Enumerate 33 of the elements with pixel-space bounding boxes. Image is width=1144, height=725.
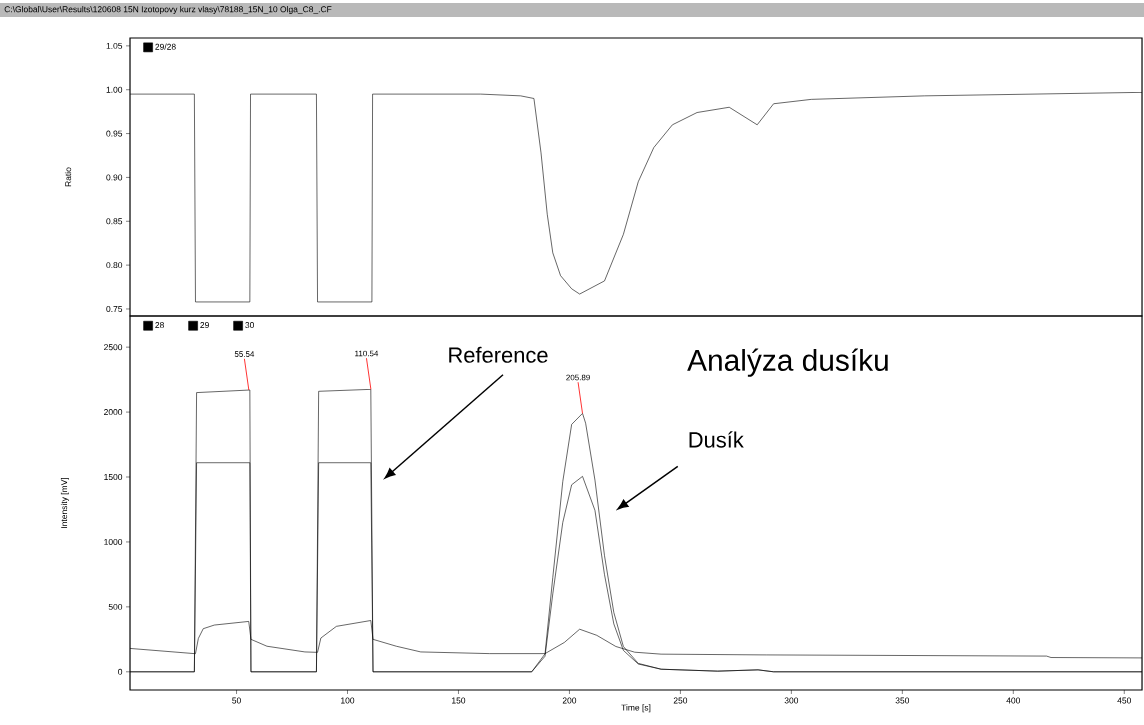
annotation: Dusík <box>689 431 744 448</box>
y-tick-label: 0.75 <box>106 305 123 312</box>
x-tick-label: 100 <box>341 697 355 704</box>
y-tick-label: 0 <box>118 668 123 675</box>
x-axis-title: Time [s] <box>621 704 651 713</box>
x-tick-label: 300 <box>784 697 799 704</box>
chart-title: C:\Global\User\Results\120608 15N Izotopovy kurz vlasy\78188_15N_10 Olga_C8_.CF <box>4 6 332 14</box>
x-tick-label: 450 <box>1117 697 1131 704</box>
y-tick-label: 0.90 <box>106 174 123 181</box>
y-tick-label: 1000 <box>104 538 123 545</box>
y-tick-label: 2500 <box>104 344 123 351</box>
y-tick-label: 0.85 <box>106 218 123 225</box>
y-tick-label: 1.05 <box>106 42 123 49</box>
annotation: Reference <box>449 346 548 363</box>
x-tick-label: 400 <box>1006 697 1021 704</box>
x-tick-label: 200 <box>562 697 577 704</box>
legend-label: 29/28 <box>155 43 176 50</box>
x-tick-label: 350 <box>895 697 910 704</box>
legend-label: 30 <box>245 322 254 329</box>
y-tick-label: 500 <box>108 603 123 610</box>
y-tick-label: 0.95 <box>106 130 123 137</box>
legend-label: 29 <box>200 322 209 329</box>
x-tick-label: 150 <box>452 697 466 704</box>
y-axis-title: Intensity [mV] <box>60 477 69 528</box>
legend-label: 28 <box>155 322 164 329</box>
y-axis-title: Ratio <box>64 167 72 187</box>
x-tick-label: 50 <box>232 697 241 704</box>
y-tick-label: 2000 <box>104 409 123 416</box>
y-tick-label: 0.80 <box>106 262 123 269</box>
y-tick-label: 1.00 <box>106 86 123 93</box>
annotation: Analýza dusíku <box>687 348 888 377</box>
x-tick-label: 250 <box>673 697 688 704</box>
y-tick-label: 1500 <box>104 474 123 480</box>
